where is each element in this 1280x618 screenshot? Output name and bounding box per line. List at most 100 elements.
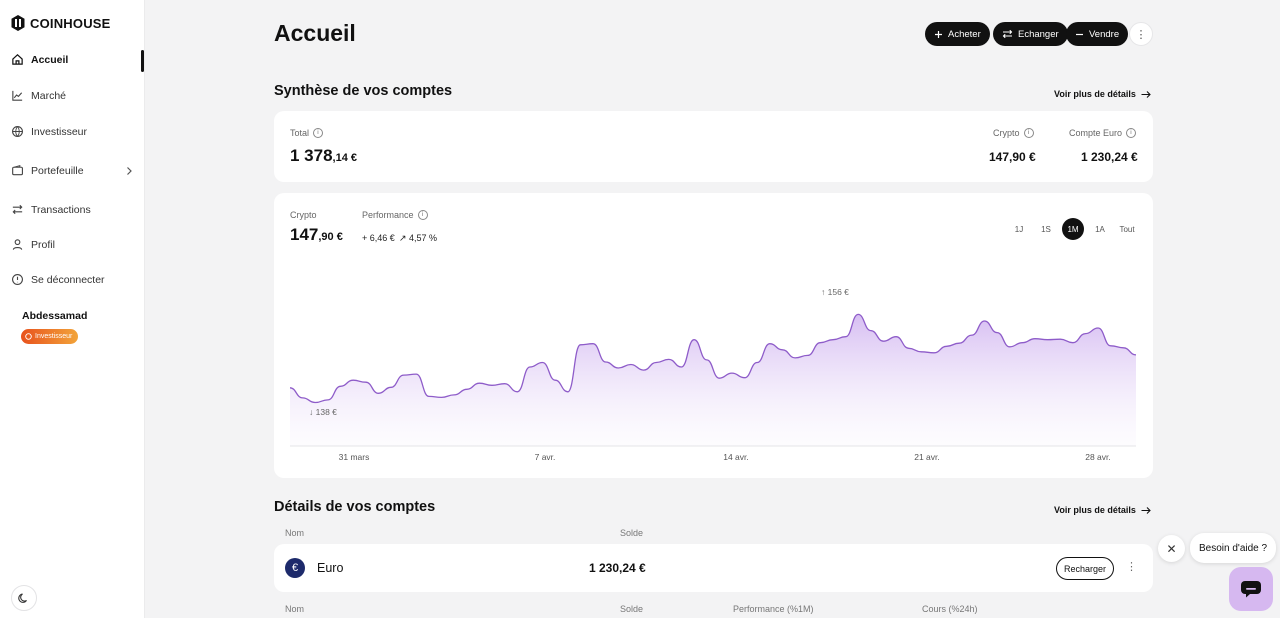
details-more-link[interactable]: Voir plus de détails xyxy=(1054,505,1151,515)
sell-button[interactable]: Vendre xyxy=(1066,22,1129,46)
euro-label-text: Compte Euro xyxy=(1069,128,1123,138)
sidebar-item-label: Se déconnecter xyxy=(31,273,105,286)
brand-logo[interactable]: COINHOUSE xyxy=(11,15,111,31)
column-header-price: Cours (%24h) xyxy=(922,604,978,614)
x-tick-label: 21 avr. xyxy=(914,452,940,462)
period-1s[interactable]: 1S xyxy=(1041,224,1051,234)
euro-summary-label: Compte Euro i xyxy=(1069,128,1137,138)
column-header-balance: Solde xyxy=(620,528,644,538)
active-indicator xyxy=(141,50,144,72)
chart-icon xyxy=(12,90,23,101)
x-tick-label: 31 mars xyxy=(338,452,370,462)
plus-icon xyxy=(935,30,942,38)
sidebar-item-label: Profil xyxy=(31,238,55,251)
total-value: 1 378,14 € xyxy=(290,146,357,166)
total-label-text: Total xyxy=(290,128,310,138)
summary-card: Total i 1 378,14 € Crypto i 147,90 € Com… xyxy=(274,111,1153,182)
details-title: Détails de vos comptes xyxy=(274,499,436,515)
total-int: 1 378 xyxy=(290,146,333,165)
close-icon: ✕ xyxy=(1166,541,1177,556)
column-header-balance: Solde xyxy=(620,604,644,614)
crypto-label-text: Crypto xyxy=(993,128,1020,138)
user-name: Abdessamad xyxy=(22,310,88,322)
column-header-name: Nom xyxy=(285,604,305,614)
row-kebab-icon[interactable]: ⋮ xyxy=(1126,561,1137,573)
table-row-euro[interactable]: € Euro 1 230,24 € Recharger ⋮ xyxy=(274,544,1153,592)
recharge-button[interactable]: Recharger xyxy=(1056,557,1115,580)
chart-max-label: ↑ 156 € xyxy=(821,287,849,297)
moon-icon xyxy=(18,593,27,603)
info-icon[interactable]: i xyxy=(1023,128,1034,138)
period-1m[interactable]: 1M xyxy=(1062,218,1084,240)
sidebar-item-label: Portefeuille xyxy=(31,164,84,177)
x-tick-label: 28 avr. xyxy=(1085,452,1111,462)
sidebar-item-label: Accueil xyxy=(31,53,69,66)
status-badge: Investisseur xyxy=(21,329,79,344)
performance-abs: + 6,46 € xyxy=(362,233,395,243)
theme-toggle-button[interactable] xyxy=(11,585,37,611)
user-icon xyxy=(12,239,23,250)
more-link-label: Voir plus de détails xyxy=(1054,89,1136,99)
info-icon[interactable]: i xyxy=(313,128,324,138)
chart-series-line xyxy=(289,313,1137,404)
minus-icon xyxy=(1076,33,1083,35)
performance-label-text: Performance xyxy=(362,210,414,220)
summary-more-link[interactable]: Voir plus de détails xyxy=(1054,89,1151,99)
sidebar-item-accueil[interactable]: Accueil xyxy=(11,53,68,66)
buy-button[interactable]: Acheter xyxy=(925,22,990,46)
buy-label: Acheter xyxy=(948,28,981,40)
period-tout[interactable]: Tout xyxy=(1119,224,1135,234)
account-balance: 1 230,24 € xyxy=(589,561,646,575)
column-header-performance: Performance (%1M) xyxy=(733,604,814,614)
crypto-area-chart[interactable] xyxy=(288,280,1138,470)
x-tick-label: 7 avr. xyxy=(534,452,556,462)
total-label: Total i xyxy=(290,128,324,138)
crypto-int: 147 xyxy=(290,225,319,244)
chat-button[interactable] xyxy=(1229,567,1273,611)
star-icon xyxy=(25,333,32,340)
exchange-icon xyxy=(1002,29,1013,39)
info-icon[interactable]: i xyxy=(417,210,428,220)
sell-label: Vendre xyxy=(1089,28,1120,40)
total-dec: ,14 € xyxy=(332,152,358,164)
crypto-summary-value: 147,90 € xyxy=(989,150,1036,164)
arrow-right-icon xyxy=(1141,506,1151,514)
euro-summary-value: 1 230,24 € xyxy=(1081,150,1138,164)
transfer-icon xyxy=(12,204,23,215)
more-options-button[interactable]: ⋮ xyxy=(1129,22,1153,46)
sidebar-item-portefeuille[interactable]: Portefeuille xyxy=(11,164,84,177)
column-header-name: Nom xyxy=(285,528,305,538)
exchange-label: Echanger xyxy=(1018,28,1059,40)
chart-min-label: ↓ 138 € xyxy=(309,407,337,417)
brand-name: COINHOUSE xyxy=(30,15,111,31)
help-close-button[interactable]: ✕ xyxy=(1158,535,1185,562)
crypto-value: 147,90 € xyxy=(290,225,343,245)
badge-label: Investisseur xyxy=(35,333,73,340)
sidebar-item-label: Marché xyxy=(31,89,67,102)
chevron-right-icon[interactable] xyxy=(124,166,134,176)
globe-icon xyxy=(12,126,23,137)
info-icon[interactable]: i xyxy=(1126,128,1137,138)
performance-pct: ↗ 4,57 % xyxy=(399,233,438,243)
coinhouse-logo-icon xyxy=(11,15,25,31)
period-1j[interactable]: 1J xyxy=(1014,224,1024,234)
arrow-right-icon xyxy=(1141,90,1151,98)
crypto-label: Crypto xyxy=(290,210,317,220)
performance-label: Performance i xyxy=(362,210,428,220)
exchange-button[interactable]: Echanger xyxy=(993,22,1068,46)
sidebar-item-marche[interactable]: Marché xyxy=(11,89,66,102)
kebab-icon: ⋮ xyxy=(1135,28,1147,41)
help-bubble[interactable]: Besoin d'aide ? xyxy=(1190,533,1277,563)
sidebar-item-investisseur[interactable]: Investisseur xyxy=(11,125,87,138)
sidebar: COINHOUSE Accueil Marché Investisseur Po… xyxy=(0,0,145,618)
more-link-label: Voir plus de détails xyxy=(1054,505,1136,515)
period-1a[interactable]: 1A xyxy=(1095,224,1105,234)
summary-title: Synthèse de vos comptes xyxy=(274,83,453,99)
account-name: Euro xyxy=(317,561,344,575)
wallet-icon xyxy=(12,164,23,176)
sidebar-item-profil[interactable]: Profil xyxy=(11,238,55,251)
sidebar-item-logout[interactable]: Se déconnecter xyxy=(11,273,105,286)
chat-icon xyxy=(1241,581,1261,598)
sidebar-item-transactions[interactable]: Transactions xyxy=(11,203,91,216)
crypto-summary-label: Crypto i xyxy=(993,128,1034,138)
